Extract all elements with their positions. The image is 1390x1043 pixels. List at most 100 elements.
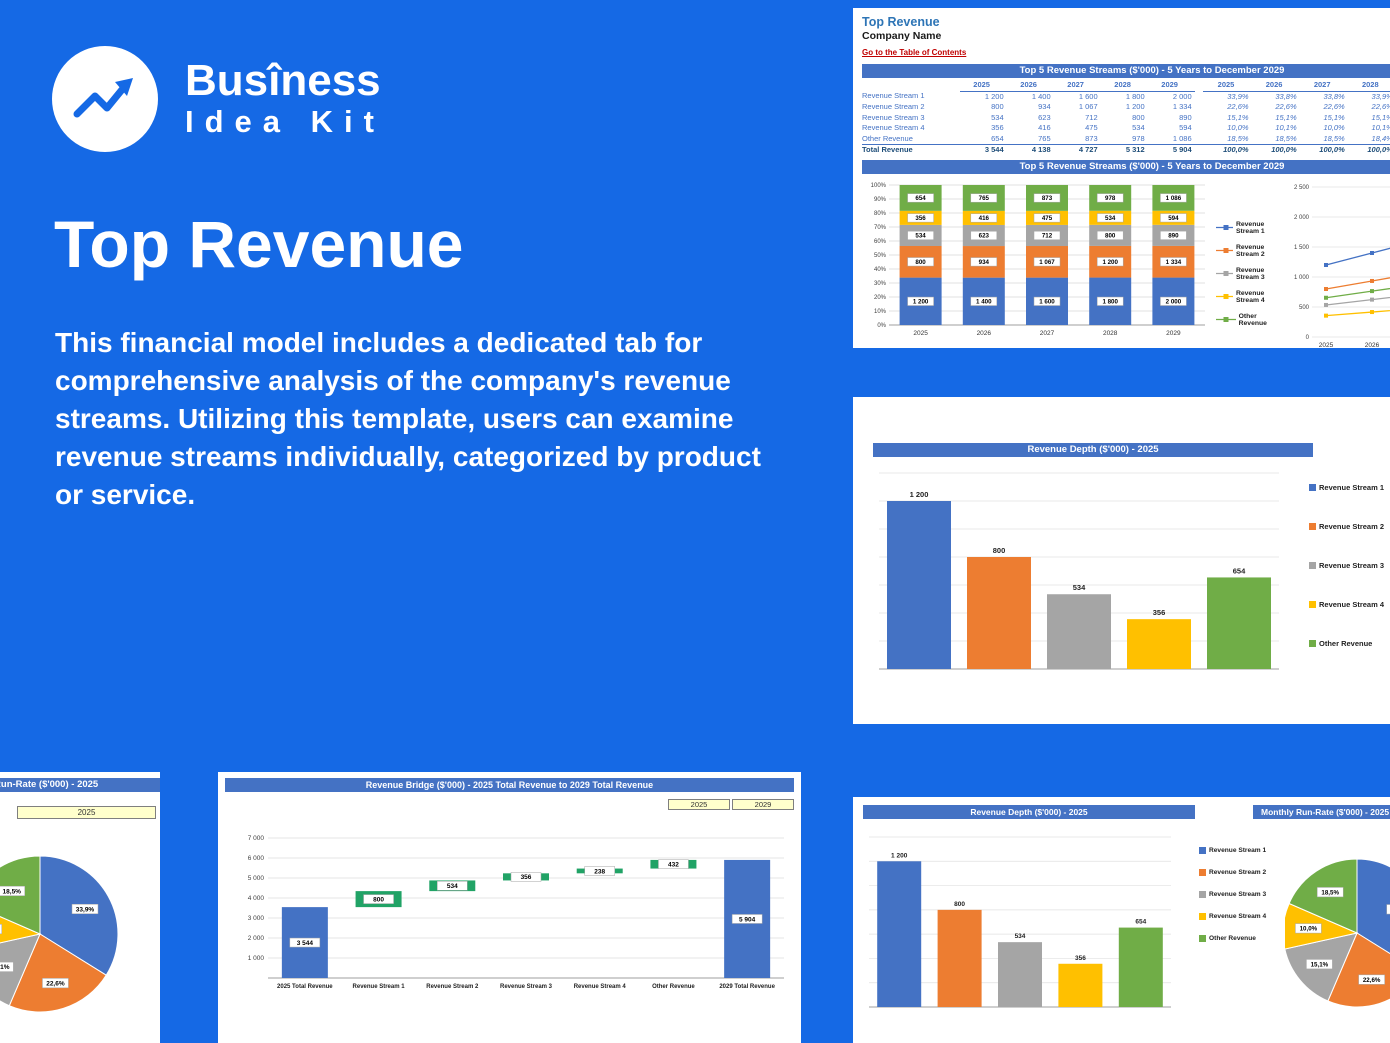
svg-text:1 000: 1 000 [1294,275,1310,281]
legend-square-marker [1309,484,1316,491]
svg-text:1 400: 1 400 [976,298,992,305]
svg-text:20%: 20% [874,295,887,301]
svg-text:Other Revenue: Other Revenue [652,984,695,990]
panel-monthly-run-rate-left: Monthly Run-Rate ($'000) - 2025 2025 33,… [0,772,160,1043]
svg-text:2027: 2027 [1040,330,1055,337]
stacked-chart-title-band: Top 5 Revenue Streams ($'000) - 5 Years … [862,159,1390,174]
svg-text:90%: 90% [874,197,887,203]
svg-text:2026: 2026 [977,330,992,337]
run-rate-pie-chart: 33,9%22,6%15,1%10,0%18,5% [0,855,119,1013]
year-to-selector[interactable]: 2029 [732,799,794,810]
svg-text:534: 534 [1105,215,1116,222]
revenue-bridge-title-band: Revenue Bridge ($'000) - 2025 Total Reve… [225,778,794,792]
svg-text:Revenue Stream 3: Revenue Stream 3 [500,984,553,990]
svg-text:654: 654 [915,195,926,202]
table-header-row: 2025202620272028202920252026202720282029 [862,80,1390,92]
bridge-year-selectors: 2025 2029 [668,799,794,810]
svg-text:0%: 0% [877,323,886,329]
svg-text:5 904: 5 904 [739,916,756,923]
svg-text:416: 416 [979,215,990,222]
svg-text:33,9%: 33,9% [76,906,95,913]
svg-text:30%: 30% [874,281,887,287]
svg-text:22,6%: 22,6% [46,980,65,987]
svg-text:2 000: 2 000 [1294,215,1310,221]
year-selector[interactable]: 2025 [17,806,156,819]
legend-square-marker [1309,601,1316,608]
year-from-selector[interactable]: 2025 [668,799,730,810]
svg-text:3 544: 3 544 [297,940,314,947]
legend-item: Revenue Stream 3 [1309,561,1384,570]
toc-link[interactable]: Go to the Table of Contents [862,48,967,57]
svg-text:356: 356 [1153,608,1166,617]
svg-text:2025: 2025 [1319,342,1334,349]
legend-square-marker [1199,891,1206,898]
svg-text:5 000: 5 000 [248,875,265,882]
svg-text:15,1%: 15,1% [1311,961,1329,968]
svg-text:Revenue Stream 1: Revenue Stream 1 [353,984,406,990]
table-row: Revenue Stream 2 800 934 1 067 1 200 1 334 22,… [862,102,1390,111]
legend-square-marker [1199,913,1206,920]
legend-line-marker [1216,225,1233,230]
panel-top-revenue-sheet: Top Revenue Company Name Go to the Table… [853,8,1390,349]
svg-text:654: 654 [1233,566,1246,575]
svg-text:800: 800 [1105,232,1116,239]
brand-logo [52,46,158,152]
legend-square-marker [1199,869,1206,876]
legend-item: Revenue Stream 4 [1199,913,1266,920]
svg-text:70%: 70% [874,225,887,231]
svg-text:2 000: 2 000 [248,935,265,942]
svg-text:800: 800 [373,896,384,903]
legend-line-marker [1216,248,1233,253]
revenue-streams-legend: Revenue Stream 1 Revenue Stream 2 Revenue … [1216,221,1286,336]
svg-text:356: 356 [1075,955,1086,962]
svg-text:534: 534 [447,883,458,890]
brand-text: Busîness Idea Kit [185,56,385,140]
revenue-bridge-waterfall-chart: 1 000 2 000 3 000 4 000 5 000 6 000 7 000 3 544… [248,835,784,990]
svg-text:18,5%: 18,5% [1321,889,1339,896]
revenue-depth-small-title-band: Revenue Depth ($'000) - 2025 [863,805,1195,819]
brand-name: Busîness [185,56,381,106]
legend-square-marker [1309,562,1316,569]
svg-text:40%: 40% [874,267,887,273]
svg-text:800: 800 [915,259,926,266]
legend-item: Other Revenue [1199,935,1266,942]
svg-text:2 000: 2 000 [1166,298,1182,305]
legend-square-marker [1309,640,1316,647]
svg-text:1 500: 1 500 [1294,245,1310,251]
svg-text:50%: 50% [874,253,887,259]
svg-text:15,1%: 15,1% [0,964,10,971]
svg-text:6 000: 6 000 [248,855,265,862]
panel-revenue-bridge: Revenue Bridge ($'000) - 2025 Total Reve… [218,772,801,1043]
table-total-row: Total Revenue 3 544 4 138 4 727 5 312 5 904 10… [862,144,1390,156]
svg-text:594: 594 [1168,215,1179,222]
svg-text:623: 623 [979,232,990,239]
svg-text:2025: 2025 [913,330,928,337]
svg-text:238: 238 [594,868,605,875]
svg-text:890: 890 [1168,232,1179,239]
svg-text:475: 475 [1042,215,1053,222]
svg-text:978: 978 [1105,195,1116,202]
revenue-depth-small-bar-chart: 1 200 800 534 356 654 [869,836,1171,1008]
legend-item: Revenue Stream 1 [1199,847,1266,854]
revenue-table: 2025202620272028202920252026202720282029… [862,80,1390,156]
svg-text:100%: 100% [871,183,887,189]
panel-depth-and-run-rate: Revenue Depth ($'000) - 2025 1 200 800 534… [853,797,1390,1043]
svg-text:1 200: 1 200 [1102,258,1118,265]
svg-text:1 000: 1 000 [248,955,265,962]
legend-item: Revenue Stream 1 [1216,221,1286,235]
legend-square-marker [1309,523,1316,530]
svg-text:534: 534 [1015,933,1026,940]
svg-text:356: 356 [915,215,926,222]
svg-text:2 500: 2 500 [1294,185,1310,191]
brand-subname: Idea Kit [185,104,385,140]
svg-text:60%: 60% [874,239,887,245]
legend-item: Revenue Stream 2 [1216,244,1286,258]
run-rate-title-band: Monthly Run-Rate ($'000) - 2025 [0,778,160,792]
svg-text:Revenue Stream 2: Revenue Stream 2 [426,984,479,990]
trend-arrow-icon [73,78,133,118]
monthly-run-rate-pie-chart: 33,9%22,6%15,1%10,0%18,5% [1285,858,1390,1008]
svg-text:18,5%: 18,5% [3,888,22,895]
svg-text:934: 934 [979,259,990,266]
